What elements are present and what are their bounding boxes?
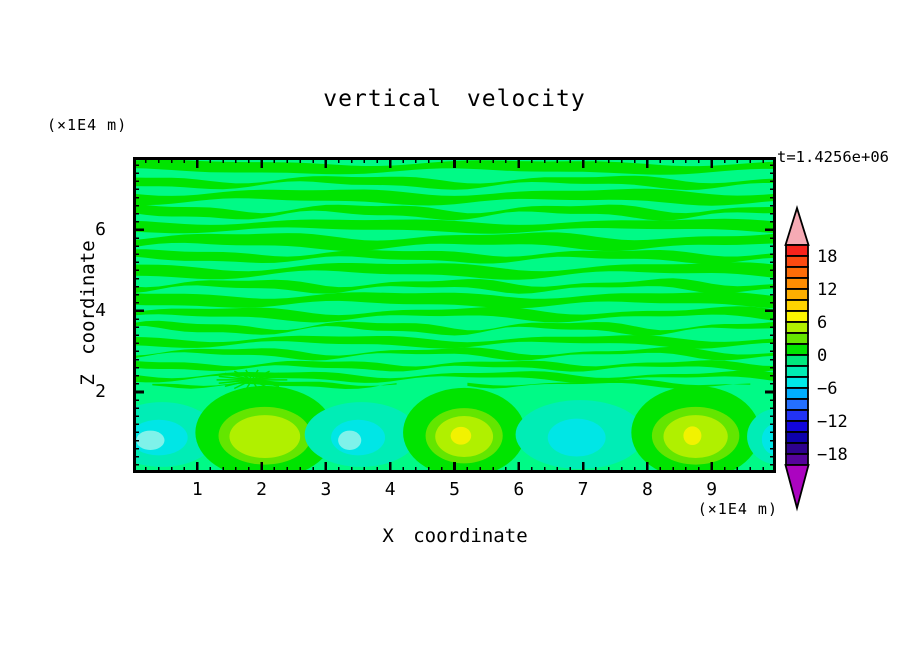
colorbar-cell <box>785 387 809 400</box>
x-tick-label: 7 <box>577 479 589 500</box>
x-tick-label: 4 <box>384 479 396 500</box>
colorbar-cell <box>785 288 809 301</box>
colorbar-cell <box>785 365 809 378</box>
colorbar-cell <box>785 299 809 312</box>
chart-title: vertical velocity <box>323 86 586 112</box>
z-axis-unit-label: (×1E4 m) <box>47 116 128 134</box>
z-tick-label: 2 <box>95 380 106 402</box>
x-axis-unit-label: (×1E4 m) <box>697 500 778 518</box>
colorbar-under-arrow <box>784 464 810 512</box>
colorbar-cell <box>785 310 809 323</box>
colorbar-cells <box>784 204 810 512</box>
x-tick-label: 2 <box>256 479 268 500</box>
colorbar-cell <box>785 409 809 422</box>
x-tick-label: 6 <box>513 479 525 500</box>
colorbar-label: −6 <box>817 379 837 399</box>
x-tick-label: 1 <box>191 479 203 500</box>
x-tick-label: 8 <box>641 479 653 500</box>
colorbar-label: 18 <box>817 247 837 267</box>
colorbar-cell <box>785 376 809 389</box>
colorbar-label: 6 <box>817 313 827 333</box>
colorbar-cell <box>785 354 809 367</box>
colorbar-cell <box>785 255 809 268</box>
colorbar-cell <box>785 343 809 356</box>
x-tick-label: 3 <box>320 479 332 500</box>
colorbar-label: 0 <box>817 346 827 366</box>
colorbar-cell <box>785 244 809 257</box>
colorbar-cell <box>785 431 809 444</box>
colorbar-label: 12 <box>817 280 837 300</box>
colorbar-cell <box>785 453 809 466</box>
z-tick-label: 4 <box>95 299 106 321</box>
time-stamp-label: t=1.4256e+06 <box>777 148 889 166</box>
colorbar-cell <box>785 442 809 455</box>
x-tick-label: 5 <box>449 479 460 500</box>
contour-plot <box>133 157 776 473</box>
colorbar-cell <box>785 277 809 290</box>
colorbar-cell <box>785 332 809 345</box>
colorbar: 18 12 6 0 −6 −12 −18 <box>784 204 848 512</box>
x-tick-label: 9 <box>706 479 718 500</box>
z-tick-label: 6 <box>95 218 106 240</box>
colorbar-cell <box>785 398 809 411</box>
colorbar-cell <box>785 266 809 279</box>
contour-field <box>133 157 776 473</box>
x-axis-title: X coordinate <box>382 525 528 547</box>
colorbar-cell <box>785 420 809 433</box>
colorbar-label: −12 <box>817 412 848 432</box>
colorbar-over-arrow <box>784 204 810 246</box>
colorbar-cell <box>785 321 809 334</box>
colorbar-label: −18 <box>817 445 848 465</box>
